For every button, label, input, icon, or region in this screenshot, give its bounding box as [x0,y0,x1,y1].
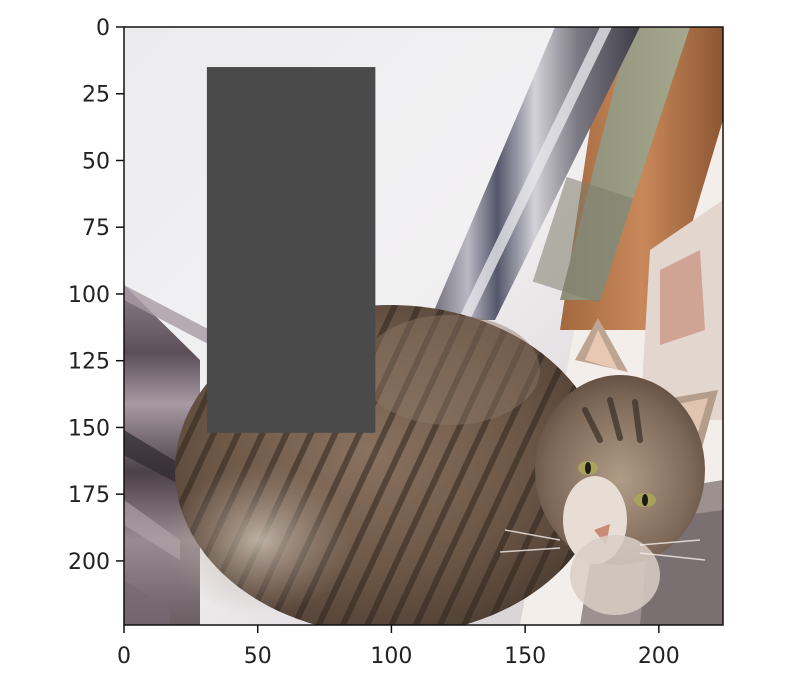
y-tick-label: 50 [82,149,110,174]
y-tick-label: 150 [68,416,110,441]
y-tick-label: 125 [68,350,110,375]
y-tick-label: 200 [68,550,110,575]
y-axis-ticks: 0 25 50 75 100 125 150 175 200 [68,16,124,575]
x-tick-label: 0 [117,644,131,669]
y-tick-label: 75 [82,216,110,241]
x-tick-label: 100 [370,644,412,669]
x-tick-label: 50 [244,644,272,669]
x-tick-label: 200 [638,644,680,669]
occlusion-patch [206,67,376,433]
y-tick-label: 175 [68,483,110,508]
y-tick-label: 25 [82,83,110,108]
y-tick-label: 0 [96,16,110,41]
axes-frame [123,26,724,626]
y-tick-label: 100 [68,283,110,308]
x-axis-ticks: 0 50 100 150 200 [117,625,680,669]
cat-image [124,27,723,625]
x-tick-label: 150 [504,644,546,669]
